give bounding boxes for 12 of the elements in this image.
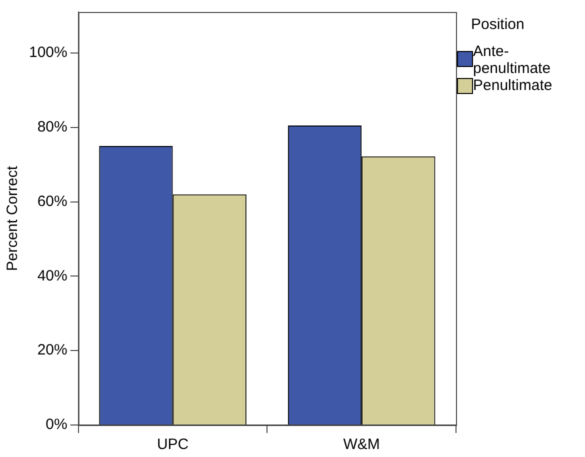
- y-tick-label: 80%: [37, 118, 68, 136]
- legend-label: Ante-penultimate: [473, 43, 552, 77]
- y-tick-label: 40%: [37, 267, 68, 284]
- y-tick-label: 20%: [37, 342, 68, 359]
- x-tick-label: UPC: [156, 436, 189, 454]
- y-tick-label: 100%: [28, 44, 68, 62]
- y-tick-label: 0%: [46, 416, 68, 434]
- legend-label: Penultimate: [473, 77, 553, 94]
- y-axis-title: Percent Correct: [4, 165, 22, 272]
- x-tick-label: W&M: [343, 436, 380, 454]
- y-tick-label: 60%: [37, 192, 68, 210]
- legend-title: Position: [471, 16, 526, 33]
